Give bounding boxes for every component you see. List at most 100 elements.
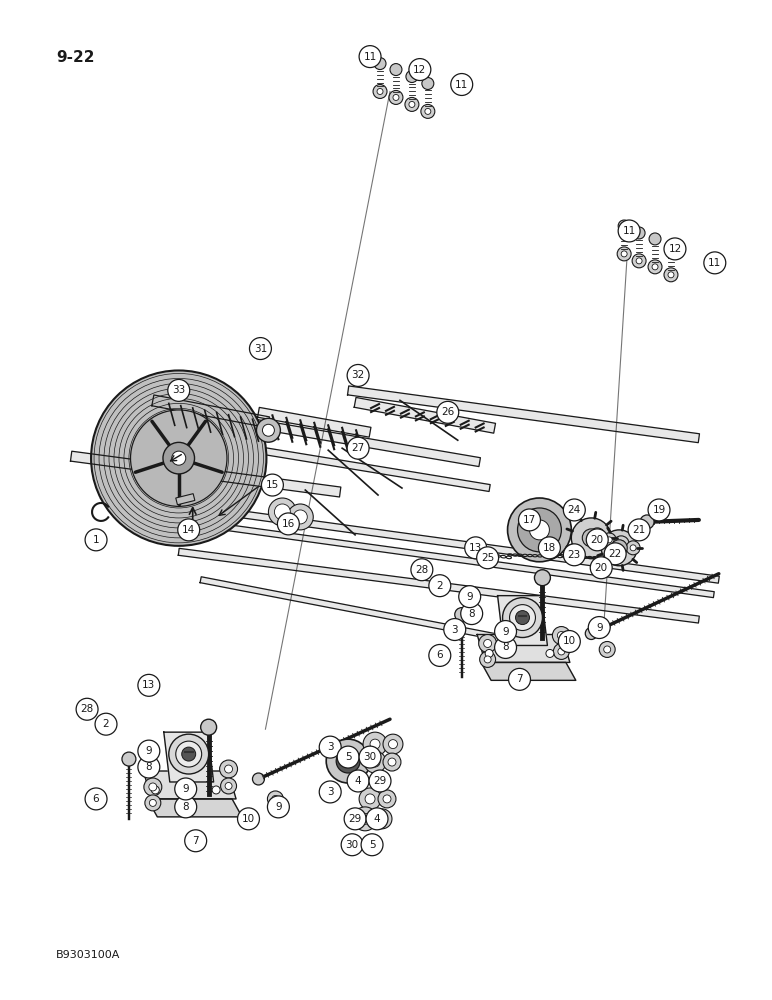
Polygon shape <box>178 548 699 623</box>
Circle shape <box>459 586 481 608</box>
Circle shape <box>138 756 160 778</box>
Text: 20: 20 <box>594 563 608 573</box>
Polygon shape <box>147 799 242 817</box>
Circle shape <box>455 608 469 622</box>
Circle shape <box>149 799 156 806</box>
Circle shape <box>601 530 637 566</box>
Circle shape <box>383 734 403 754</box>
Circle shape <box>174 796 197 818</box>
Circle shape <box>359 788 381 810</box>
Text: 13: 13 <box>142 680 155 690</box>
Circle shape <box>599 641 615 657</box>
Polygon shape <box>477 635 570 662</box>
Text: 26: 26 <box>441 407 455 417</box>
Circle shape <box>530 520 550 540</box>
Circle shape <box>366 808 388 830</box>
Circle shape <box>483 639 492 647</box>
Circle shape <box>225 782 232 789</box>
Circle shape <box>169 734 208 774</box>
Circle shape <box>586 529 608 551</box>
Polygon shape <box>152 395 269 428</box>
Circle shape <box>370 757 380 767</box>
Text: 8: 8 <box>182 802 189 812</box>
Circle shape <box>252 773 265 785</box>
Circle shape <box>557 632 565 639</box>
Text: 5: 5 <box>345 752 351 762</box>
Circle shape <box>347 437 369 459</box>
Circle shape <box>168 379 190 401</box>
Circle shape <box>602 533 616 547</box>
Circle shape <box>652 264 658 270</box>
Circle shape <box>249 338 272 360</box>
Polygon shape <box>70 451 340 497</box>
Circle shape <box>538 537 560 559</box>
Circle shape <box>617 247 631 261</box>
Circle shape <box>476 547 499 569</box>
Text: 10: 10 <box>563 636 576 646</box>
Text: 1: 1 <box>93 535 100 545</box>
Polygon shape <box>258 407 371 437</box>
Circle shape <box>479 651 496 667</box>
Text: 28: 28 <box>80 704 93 714</box>
Circle shape <box>378 814 387 823</box>
Circle shape <box>256 418 280 442</box>
Text: 14: 14 <box>182 525 195 535</box>
Text: 3: 3 <box>452 625 458 635</box>
Circle shape <box>388 740 398 749</box>
Circle shape <box>640 515 654 529</box>
Circle shape <box>558 648 565 655</box>
Circle shape <box>618 220 630 232</box>
Polygon shape <box>152 402 480 467</box>
Text: 2: 2 <box>436 581 443 591</box>
Text: 25: 25 <box>481 553 494 563</box>
Circle shape <box>618 540 625 547</box>
Text: 10: 10 <box>242 814 255 824</box>
Circle shape <box>163 442 195 474</box>
Circle shape <box>485 649 493 657</box>
Text: 13: 13 <box>469 543 482 553</box>
Text: 11: 11 <box>622 226 636 236</box>
Polygon shape <box>136 512 714 598</box>
Circle shape <box>178 519 200 541</box>
Circle shape <box>519 509 540 531</box>
Text: 9: 9 <box>275 802 282 812</box>
Circle shape <box>604 543 626 565</box>
Circle shape <box>364 751 386 773</box>
Text: 9: 9 <box>466 592 473 602</box>
Circle shape <box>604 646 611 653</box>
Circle shape <box>130 410 227 506</box>
Polygon shape <box>200 577 500 640</box>
Text: 4: 4 <box>355 776 361 786</box>
Circle shape <box>636 258 642 264</box>
Circle shape <box>479 635 496 652</box>
Circle shape <box>421 104 435 118</box>
Circle shape <box>353 807 377 831</box>
Circle shape <box>274 504 290 520</box>
Circle shape <box>336 749 360 773</box>
Circle shape <box>633 227 645 239</box>
Circle shape <box>269 498 296 526</box>
Circle shape <box>648 499 670 521</box>
Circle shape <box>138 674 160 696</box>
Circle shape <box>495 637 516 658</box>
Circle shape <box>668 272 674 278</box>
Polygon shape <box>164 732 214 782</box>
Text: 21: 21 <box>632 525 645 535</box>
Text: 16: 16 <box>282 519 295 529</box>
Text: 8: 8 <box>469 609 475 619</box>
Text: 9: 9 <box>182 784 189 794</box>
Text: 9: 9 <box>146 746 152 756</box>
Circle shape <box>564 544 585 566</box>
Circle shape <box>360 813 371 824</box>
Circle shape <box>181 747 195 761</box>
Text: 4: 4 <box>374 814 381 824</box>
Circle shape <box>378 790 396 808</box>
Circle shape <box>365 794 375 804</box>
Circle shape <box>516 611 530 625</box>
Circle shape <box>320 736 341 758</box>
Circle shape <box>503 598 543 638</box>
Text: 33: 33 <box>172 385 185 395</box>
Text: 6: 6 <box>93 794 100 804</box>
Circle shape <box>272 795 279 802</box>
Circle shape <box>558 631 581 652</box>
